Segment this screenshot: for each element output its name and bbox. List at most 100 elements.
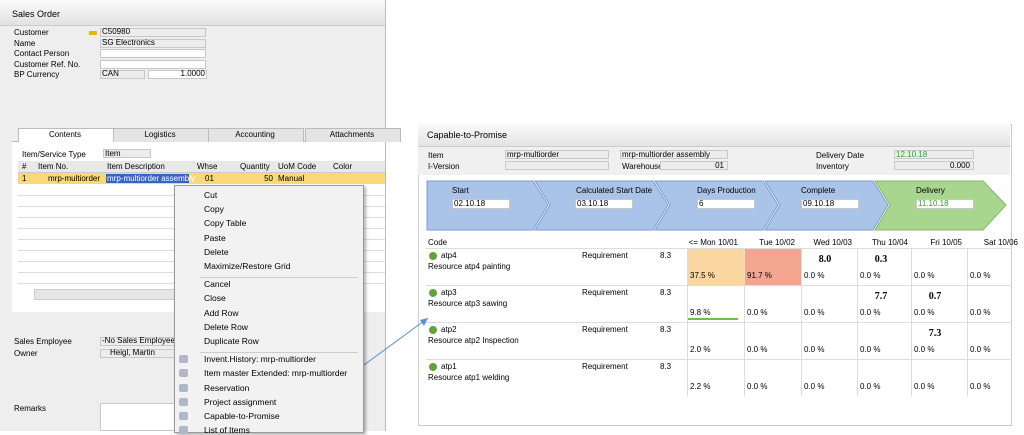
window-title: Sales Order	[12, 9, 61, 19]
field-label: Delivery Date	[816, 151, 865, 160]
day-cell	[911, 323, 968, 359]
day-cell	[687, 360, 744, 396]
selected-row	[18, 173, 385, 184]
column-header: #	[22, 162, 27, 171]
utilization: 0.0 %	[804, 345, 825, 354]
utilization-bar	[688, 318, 738, 320]
cell: 50	[264, 174, 273, 183]
field-label: Inventory	[816, 162, 849, 171]
cell: Manual	[278, 174, 305, 183]
field-box	[894, 161, 974, 170]
day-header: Thu 10/04	[871, 238, 908, 247]
step-value: 09.10.18	[803, 199, 835, 208]
day-header: Fri 10/05	[930, 238, 962, 247]
day-cell	[801, 360, 858, 396]
resource-code: atp2	[441, 325, 457, 334]
column-header: Quantity	[240, 162, 270, 171]
step-box	[697, 199, 755, 209]
day-cell	[801, 323, 858, 359]
load-value: 0.7	[928, 291, 942, 302]
utilization: 0.0 %	[860, 308, 881, 317]
load-value: 0.3	[874, 254, 888, 265]
step-label: Start	[452, 186, 469, 195]
column-header: Item No.	[38, 162, 69, 171]
menu-item[interactable]: List of Items	[204, 425, 250, 435]
tab-label[interactable]: Logistics	[144, 130, 176, 139]
day-cell	[687, 323, 744, 359]
day-cell	[857, 249, 914, 285]
step-label: Complete	[801, 186, 836, 195]
resource-name: Resource atp1 welding	[428, 373, 510, 382]
requirement: 8.3	[660, 251, 672, 260]
row-separator	[426, 285, 1010, 286]
menu-item[interactable]: Project assignment	[204, 396, 277, 407]
day-cell	[967, 249, 1024, 285]
utilization: 0.0 %	[914, 271, 935, 280]
cell: 01	[205, 174, 214, 183]
tab-label[interactable]: Accounting	[235, 130, 275, 139]
menu-item[interactable]: Delete Row	[204, 321, 248, 332]
menu-item[interactable]: Copy Table	[204, 218, 247, 229]
cell: 1	[22, 174, 27, 183]
tab	[305, 128, 401, 142]
step-box	[916, 199, 974, 209]
menu-item[interactable]: Close	[204, 293, 226, 304]
menu-item[interactable]: Duplicate Row	[204, 336, 259, 346]
utilization: 91.7 %	[747, 271, 772, 280]
menu-item[interactable]: Cancel	[204, 279, 231, 290]
step-value: 03.10.18	[577, 199, 609, 208]
column-header: Code	[428, 238, 448, 247]
requirement: 8.3	[660, 325, 672, 334]
field-label: Customer	[14, 28, 49, 37]
menu-item[interactable]: Cut	[204, 190, 218, 200]
field-box	[100, 49, 206, 59]
day-cell	[857, 323, 914, 359]
arrow-head	[420, 318, 428, 326]
menu-item[interactable]: Reservation	[204, 382, 250, 393]
menu-item[interactable]: Invent.History: mrp-multiorder	[204, 354, 316, 365]
menu-icon	[179, 426, 188, 435]
menu-item[interactable]: Paste	[204, 232, 226, 243]
day-cell	[687, 286, 744, 322]
ctp-titlebar	[418, 124, 1010, 147]
menu-item[interactable]: Maximize/Restore Grid	[204, 261, 291, 271]
resource-name: Resource atp2 Inspection	[428, 336, 519, 345]
field-label: Item	[428, 151, 444, 160]
resource-icon	[429, 252, 437, 260]
menu-icon	[179, 369, 188, 378]
utilization: 0.0 %	[860, 345, 881, 354]
field-label: Customer Ref. No.	[14, 59, 81, 69]
day-cell	[744, 249, 801, 285]
utilization: 2.0 %	[690, 345, 711, 354]
scrollbar	[34, 289, 176, 300]
utilization: 0.0 %	[747, 345, 768, 354]
remarks-box	[100, 403, 175, 431]
utilization: 0.0 %	[747, 382, 768, 391]
tab-label[interactable]: Contents	[48, 130, 82, 139]
field-label: Name	[14, 38, 36, 48]
grid-header	[18, 161, 385, 173]
field-value: mrp-multiorder assembly	[622, 150, 711, 159]
tab-label[interactable]: Attachments	[329, 130, 375, 139]
tab	[208, 128, 304, 142]
field-box	[894, 150, 974, 159]
field-value: C50980	[102, 27, 131, 36]
day-cell	[687, 249, 744, 285]
menu-item[interactable]: Item master Extended: mrp-multiorder	[204, 368, 348, 379]
day-header: Tue 10/02	[759, 238, 795, 247]
step-box	[575, 199, 633, 209]
field-value: 12.10.18	[896, 150, 928, 159]
step-value: 6	[699, 199, 704, 208]
context-menu	[174, 185, 364, 433]
field-box	[505, 150, 609, 159]
resource-icon	[429, 326, 437, 334]
menu-item[interactable]: Copy	[204, 204, 224, 215]
utilization: 0.0 %	[914, 345, 935, 354]
utilization: 0.0 %	[804, 271, 825, 280]
menu-item[interactable]: Capable-to-Promise	[204, 411, 280, 421]
menu-item[interactable]: Add Row	[204, 307, 239, 318]
step-value: 02.10.18	[454, 199, 486, 208]
menu-item[interactable]: Delete	[204, 246, 229, 257]
link-arrow	[89, 31, 97, 35]
